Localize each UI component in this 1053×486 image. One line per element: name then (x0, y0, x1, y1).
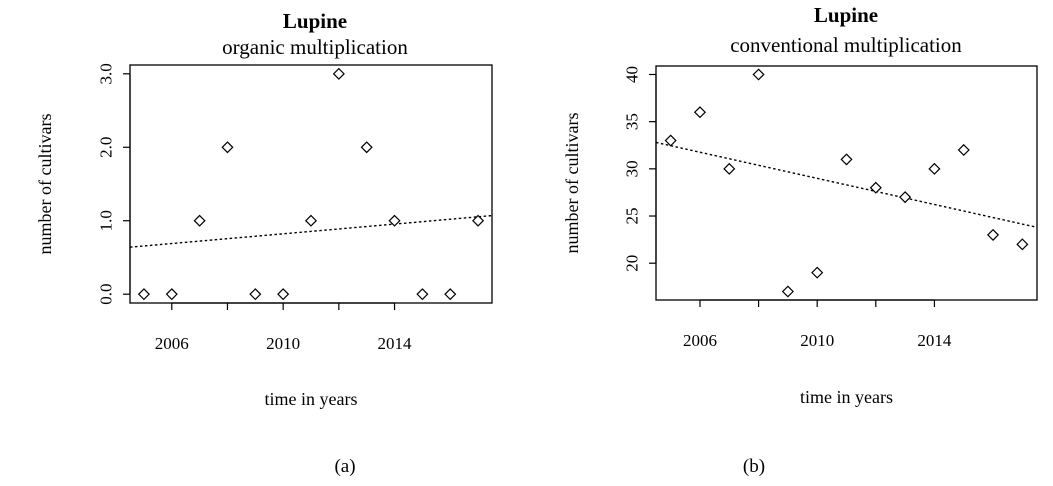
data-point (840, 153, 853, 166)
data-point (752, 68, 765, 81)
chart-subtitle: conventional multiplication (730, 33, 962, 57)
trend-line (655, 141, 1038, 229)
x-tick-label: 2006 (683, 331, 717, 350)
x-tick-label: 2014 (917, 331, 952, 350)
y-axis: 20 25 30 35 40 (623, 66, 657, 272)
y-tick-label: 3.0 (97, 63, 116, 84)
x-axis: 2006 2010 2014 (155, 302, 413, 353)
chart-title: Lupine (283, 9, 347, 33)
plot-frame (655, 65, 1038, 301)
y-tick-label: 40 (623, 66, 642, 83)
y-axis-label: number of cultivars (35, 114, 55, 255)
x-tick-label: 2006 (155, 334, 189, 353)
data-point (723, 162, 736, 175)
data-point (957, 143, 970, 157)
data-point (360, 141, 373, 154)
data-point (928, 162, 941, 175)
y-tick-label: 35 (623, 113, 642, 130)
data-point (781, 285, 794, 298)
y-axis: 0.0 1.0 2.0 3.0 (97, 63, 131, 305)
data-point (416, 288, 429, 301)
data-point (1016, 238, 1029, 251)
x-axis: 2006 2010 2014 (683, 299, 952, 350)
data-point (869, 181, 882, 194)
chart-title: Lupine (814, 3, 878, 27)
y-tick-label: 25 (623, 208, 642, 225)
data-point (693, 106, 707, 119)
y-tick-label: 20 (623, 255, 642, 272)
data-point (249, 288, 262, 301)
data-point (193, 214, 206, 227)
data-point (332, 67, 345, 80)
x-tick-label: 2010 (800, 331, 834, 350)
data-point (472, 214, 485, 227)
x-axis-label: time in years (800, 387, 893, 407)
data-point (811, 266, 824, 279)
data-point (304, 214, 318, 227)
data-point (899, 191, 912, 204)
figure-caption: (a) (334, 456, 355, 477)
chart-subtitle: organic multiplication (222, 35, 408, 59)
y-tick-label: 1.0 (97, 210, 116, 231)
data-point (444, 288, 457, 301)
data-point (137, 288, 150, 301)
chart-panel-b: Lupine conventional multiplication 2006 201… (562, 3, 1038, 477)
y-tick-label: 0.0 (97, 284, 116, 305)
x-tick-label: 2010 (266, 334, 300, 353)
y-axis-label: number of cultivars (562, 113, 582, 254)
y-tick-label: 30 (623, 160, 642, 177)
data-point (221, 141, 234, 154)
data-points (664, 68, 1029, 298)
data-point (165, 288, 178, 301)
data-points (137, 67, 485, 301)
plot-frame (129, 64, 493, 304)
x-axis-label: time in years (265, 389, 358, 409)
data-point (277, 288, 290, 301)
data-point (388, 214, 401, 227)
data-point (986, 228, 1000, 241)
x-tick-label: 2014 (378, 334, 413, 353)
data-point (664, 134, 677, 147)
trend-line (129, 214, 493, 248)
y-tick-label: 2.0 (97, 137, 116, 158)
figure-caption: (b) (743, 456, 765, 477)
